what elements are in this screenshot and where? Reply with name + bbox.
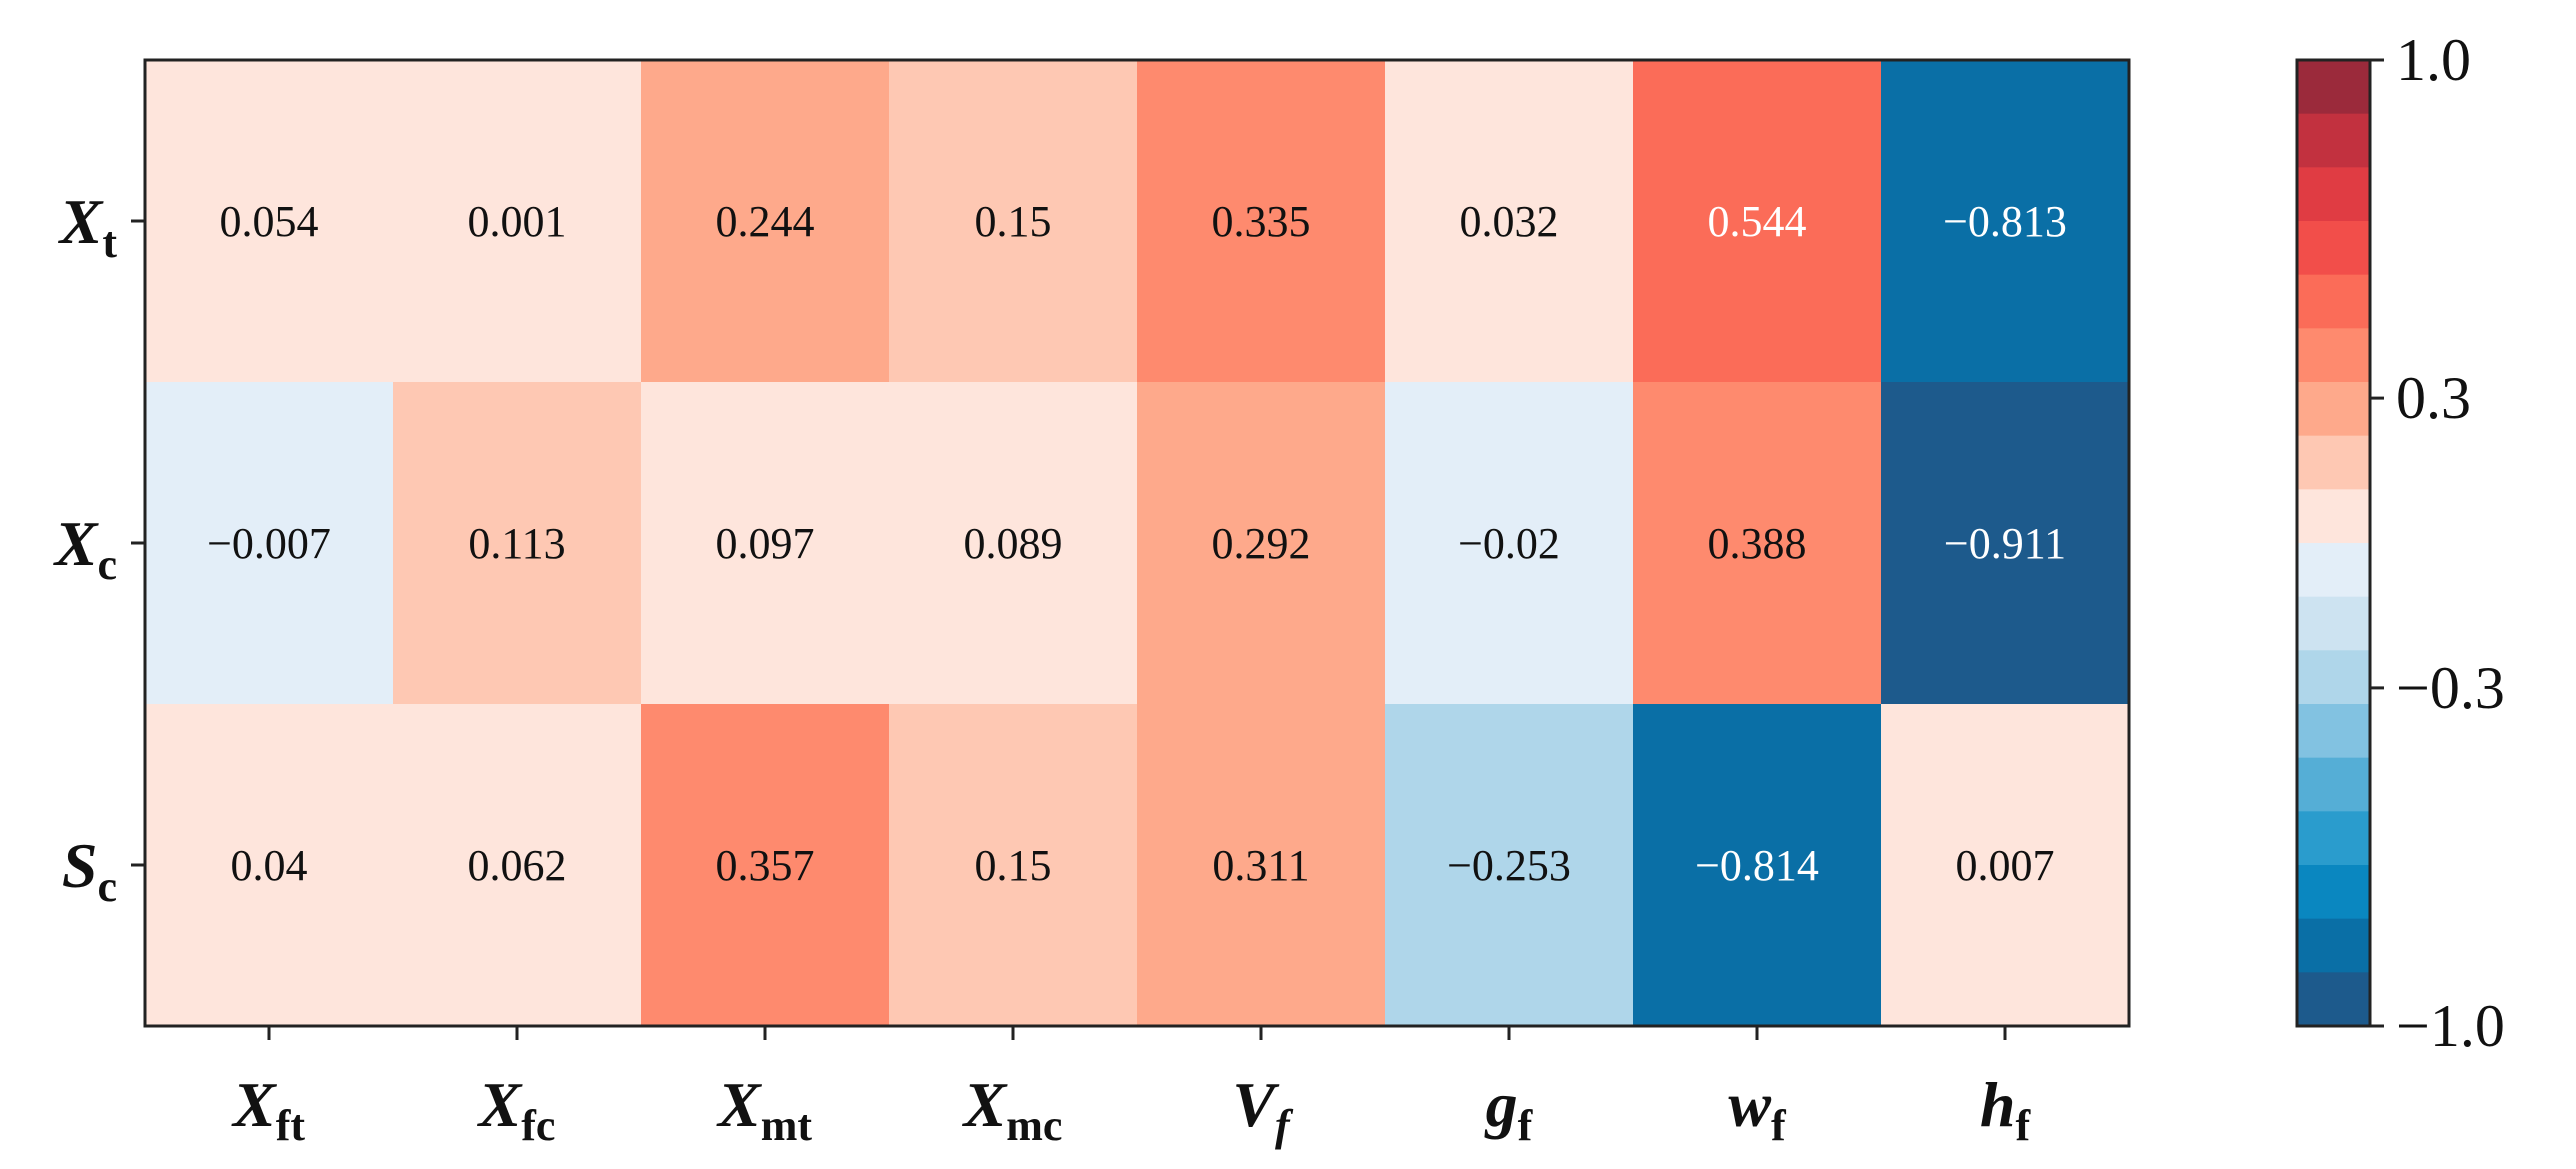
colorbar-bin [2297, 221, 2370, 276]
colorbar-bin [2297, 167, 2370, 222]
y-axis-label: Xt [58, 186, 118, 267]
cell-value-label: 0.097 [716, 519, 815, 568]
cell-value-label: 0.089 [964, 519, 1063, 568]
heatmap-cell [1633, 382, 1882, 705]
cell-value-label: 0.15 [975, 841, 1052, 890]
colorbar-bin [2297, 382, 2370, 437]
cell-value-label: −0.02 [1458, 519, 1560, 568]
cell-value-label: 0.244 [716, 197, 815, 246]
colorbar-bin [2297, 113, 2370, 168]
heatmap-cell [393, 704, 642, 1027]
heatmap-cell [889, 704, 1138, 1027]
colorbar-bin [2297, 972, 2370, 1027]
cell-value-label: 0.15 [975, 197, 1052, 246]
heatmap-cell [145, 60, 394, 383]
y-axis-label: Xc [53, 508, 117, 589]
y-axis-label: Sc [62, 830, 117, 911]
cell-value-label: 0.062 [468, 841, 567, 890]
cell-value-label: 0.544 [1708, 197, 1807, 246]
cell-value-label: −0.911 [1944, 519, 2066, 568]
colorbar-bin [2297, 328, 2370, 383]
heatmap-cell [641, 704, 890, 1027]
x-axis-label: gf [1484, 1069, 1534, 1150]
heatmap-cell [641, 382, 890, 705]
cell-value-label: −0.814 [1695, 841, 1819, 890]
heatmap-cell [1881, 704, 2130, 1027]
x-axis-label: Xmt [716, 1069, 812, 1150]
heatmap-cell [1137, 60, 1386, 383]
heatmap-cell [1137, 704, 1386, 1027]
colorbar-tick-label: 0.3 [2396, 365, 2471, 431]
colorbar-tick-label: −0.3 [2396, 655, 2505, 721]
cell-value-label: 0.113 [468, 519, 565, 568]
x-axis-label: Xft [231, 1069, 305, 1150]
heatmap-cell [641, 60, 890, 383]
colorbar-bin [2297, 811, 2370, 866]
colorbar-bin [2297, 865, 2370, 920]
cell-value-label: −0.007 [207, 519, 331, 568]
heatmap-cell [889, 60, 1138, 383]
colorbar-tick-label: 1.0 [2396, 27, 2471, 93]
x-axis-label: Xmc [962, 1069, 1063, 1150]
cell-value-label: 0.001 [468, 197, 567, 246]
heatmap-cell [1137, 382, 1386, 705]
heatmap-cell [1385, 60, 1634, 383]
cell-value-label: −0.253 [1447, 841, 1571, 890]
heatmap-cell [393, 382, 642, 705]
cell-value-label: 0.335 [1212, 197, 1311, 246]
x-axis-label: hf [1980, 1069, 2032, 1150]
cell-value-label: 0.292 [1212, 519, 1311, 568]
heatmap-cell [1633, 704, 1882, 1027]
cell-value-label: 0.032 [1460, 197, 1559, 246]
colorbar-bin [2297, 489, 2370, 544]
colorbar-bin [2297, 650, 2370, 705]
colorbar-bin [2297, 274, 2370, 329]
heatmap-cell [1385, 382, 1634, 705]
heatmap-cell [145, 382, 394, 705]
cell-value-label: 0.388 [1708, 519, 1807, 568]
cell-value-label: 0.311 [1212, 841, 1309, 890]
cell-value-label: −0.813 [1943, 197, 2067, 246]
heatmap-cell [1385, 704, 1634, 1027]
colorbar-bin [2297, 704, 2370, 759]
x-axis-label: Xfc [477, 1069, 556, 1150]
x-axis-label: Vf [1232, 1069, 1294, 1150]
heatmap-cell [1881, 60, 2130, 383]
colorbar-bin [2297, 435, 2370, 490]
colorbar-tick-label: −1.0 [2396, 993, 2505, 1059]
colorbar-bin [2297, 543, 2370, 598]
heatmap-cell [1881, 382, 2130, 705]
colorbar-bin [2297, 757, 2370, 812]
x-axis-label: wf [1728, 1069, 1787, 1150]
colorbar-bin [2297, 60, 2370, 115]
cell-value-label: 0.007 [1956, 841, 2055, 890]
colorbar-bin [2297, 596, 2370, 651]
colorbar-bin [2297, 918, 2370, 973]
cell-value-label: 0.054 [220, 197, 319, 246]
heatmap-cell [393, 60, 642, 383]
heatmap-cell [1633, 60, 1882, 383]
cell-value-label: 0.357 [716, 841, 815, 890]
cell-value-label: 0.04 [231, 841, 308, 890]
heatmap-cell [145, 704, 394, 1027]
heatmap-cell [889, 382, 1138, 705]
colorbar-frame [2295, 58, 2372, 1028]
